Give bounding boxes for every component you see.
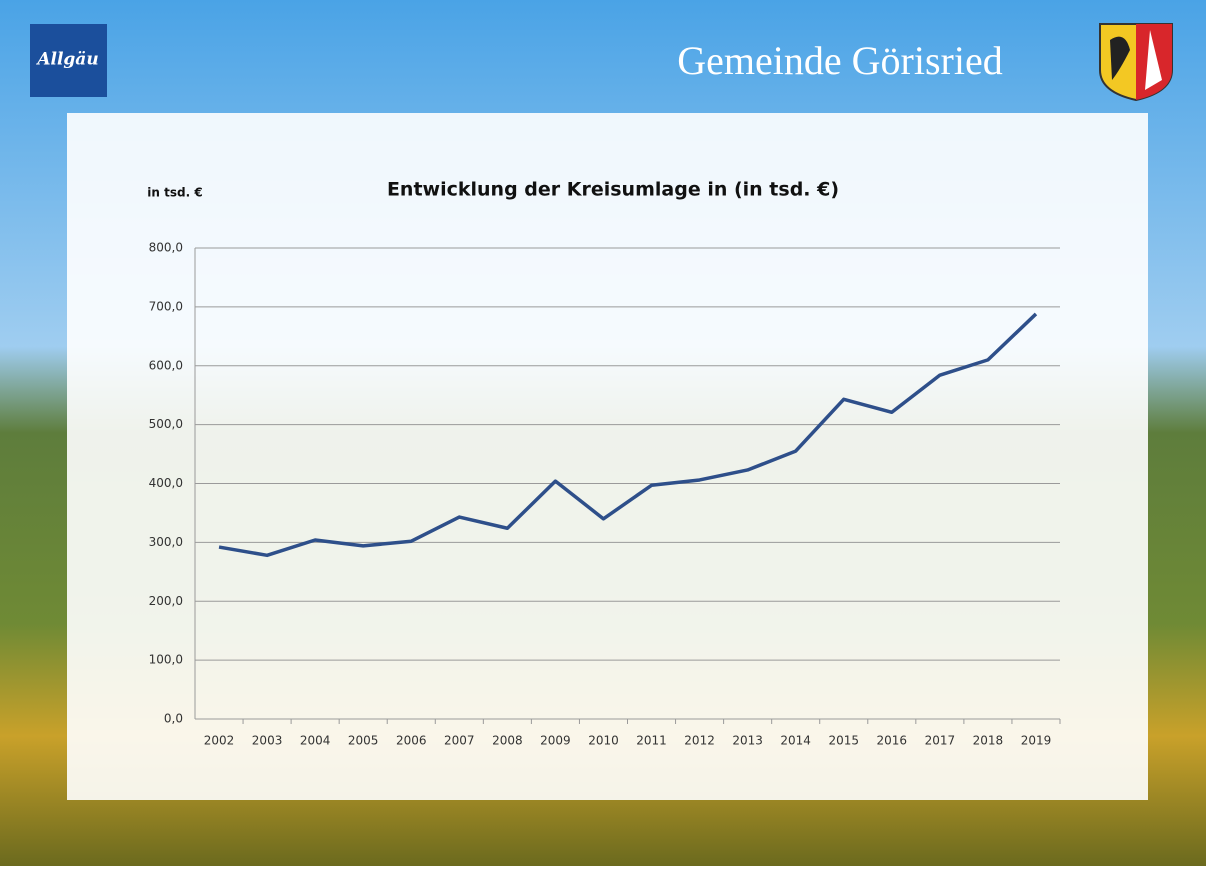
chart: Allgäu Gemeinde Görisried Entwicklung de…: [0, 0, 1206, 866]
x-tick-label: 2004: [300, 734, 331, 748]
x-tick-label: 2011: [636, 734, 667, 748]
y-tick-label: 800,0: [149, 241, 183, 255]
x-tick-label: 2013: [732, 734, 763, 748]
coat-of-arms: [1100, 24, 1172, 100]
page: Allgäu Gemeinde Görisried Entwicklung de…: [0, 0, 1206, 866]
x-tick-label: 2003: [252, 734, 283, 748]
y-tick-label: 100,0: [149, 653, 183, 667]
y-tick-label: 300,0: [149, 535, 183, 549]
y-tick-label: 500,0: [149, 417, 183, 431]
x-tick-label: 2010: [588, 734, 619, 748]
x-tick-label: 2009: [540, 734, 571, 748]
x-tick-label: 2008: [492, 734, 523, 748]
y-axis-label: in tsd. €: [147, 186, 202, 200]
x-tick-label: 2017: [925, 734, 956, 748]
x-tick-label: 2014: [780, 734, 811, 748]
x-tick-label: 2012: [684, 734, 715, 748]
logo-text: Allgäu: [35, 50, 98, 70]
header-title: Gemeinde Görisried: [677, 38, 1002, 83]
chart-title: Entwicklung der Kreisumlage in (in tsd. …: [387, 179, 839, 201]
y-tick-label: 600,0: [149, 358, 183, 372]
x-tick-label: 2015: [828, 734, 859, 748]
x-tick-label: 2018: [973, 734, 1004, 748]
y-tick-label: 200,0: [149, 594, 183, 608]
x-tick-label: 2006: [396, 734, 427, 748]
x-tick-label: 2019: [1021, 734, 1052, 748]
y-tick-label: 400,0: [149, 476, 183, 490]
panel: [67, 113, 1148, 800]
x-tick-label: 2016: [877, 734, 908, 748]
y-tick-label: 0,0: [164, 712, 183, 726]
x-tick-label: 2007: [444, 734, 475, 748]
y-tick-label: 700,0: [149, 299, 183, 313]
x-tick-label: 2005: [348, 734, 379, 748]
x-tick-label: 2002: [204, 734, 235, 748]
